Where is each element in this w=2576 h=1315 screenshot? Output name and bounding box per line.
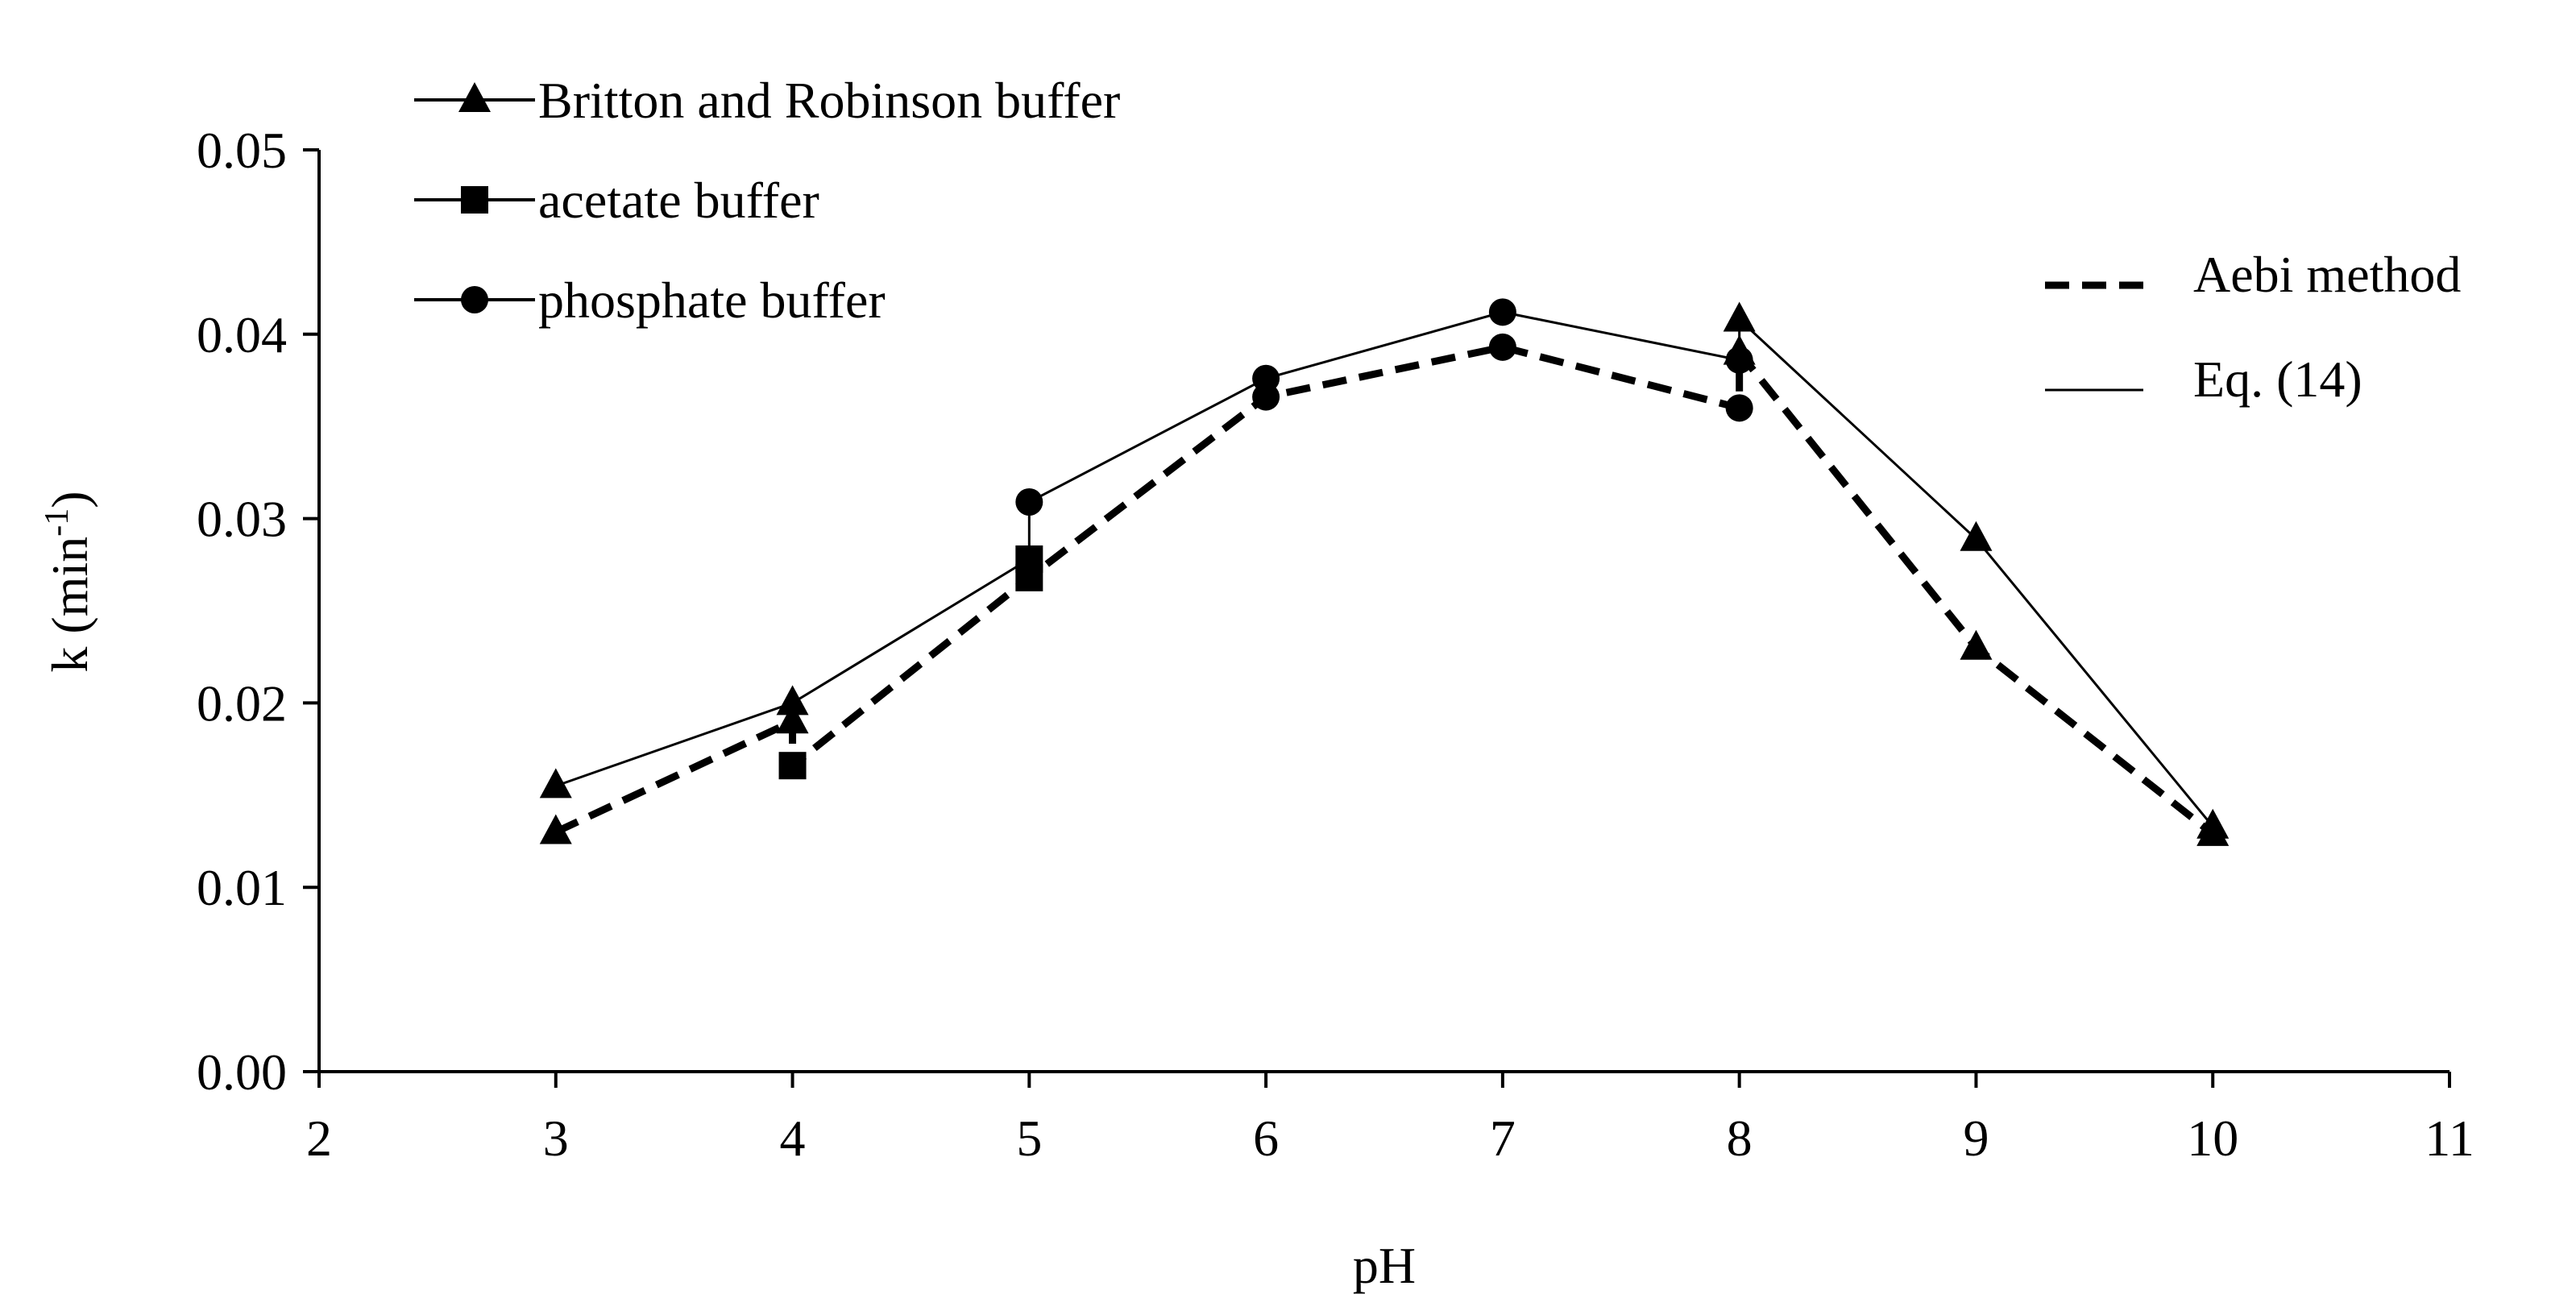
marker-legend-label: Britton and Robinson buffer — [538, 72, 1120, 129]
data-point-triangle — [776, 685, 809, 716]
data-point-triangle — [776, 703, 809, 734]
data-point-circle — [1488, 333, 1516, 361]
data-point-circle — [1725, 394, 1753, 422]
data-point-triangle — [539, 814, 572, 844]
data-point-circle — [1015, 488, 1043, 516]
y-axis-title: k (min-1) — [39, 491, 98, 672]
line-legend: Aebi method Eq. (14) — [2045, 246, 2461, 408]
y-axis-title-superscript: -1 — [39, 508, 76, 537]
x-tick-label: 6 — [1253, 1110, 1279, 1167]
chart-axes: 0.00 0.01 0.02 0.03 0.04 0.05 2 3 4 5 6 7 8 9 10 11 — [197, 122, 2474, 1167]
x-tick-label: 4 — [780, 1110, 806, 1167]
x-axis-title: pH — [1353, 1237, 1416, 1294]
y-tick-label: 0.02 — [197, 674, 287, 732]
y-tick-label: 0.01 — [197, 859, 287, 916]
line-legend-label: Eq. (14) — [2193, 351, 2362, 408]
data-point-circle — [1725, 346, 1753, 374]
chart-series-lines — [554, 310, 2216, 837]
data-point-circle — [1252, 364, 1280, 392]
data-point-triangle — [539, 768, 572, 799]
x-tick-label: 11 — [2425, 1110, 2474, 1167]
marker-legend: Britton and Robinson buffer acetate buffe… — [414, 72, 1120, 329]
data-point-square — [1015, 545, 1043, 573]
y-axis-title-main: k (min — [41, 537, 98, 673]
series-line-eq-14 — [555, 310, 2214, 828]
marker-legend-label: acetate buffer — [538, 172, 819, 229]
marker-legend-label: phosphate buffer — [538, 272, 886, 329]
y-tick-label: 0.03 — [197, 491, 287, 548]
series-line-aebi-method — [554, 342, 2216, 837]
chart-markers — [539, 298, 2230, 846]
data-point-circle — [1488, 298, 1516, 326]
x-tick-label: 3 — [543, 1110, 569, 1167]
x-tick-label: 2 — [306, 1110, 332, 1167]
data-point-triangle — [1960, 521, 1993, 551]
data-point-triangle — [2196, 808, 2230, 839]
x-tick-label: 9 — [1963, 1110, 1989, 1167]
marker-legend-circle-icon — [461, 286, 488, 313]
data-point-triangle — [1723, 301, 1756, 332]
y-tick-label: 0.04 — [197, 306, 287, 363]
data-point-square — [778, 752, 807, 780]
y-axis-title-close: ) — [41, 491, 98, 508]
data-point-triangle — [1960, 629, 1993, 660]
x-tick-label: 5 — [1016, 1110, 1042, 1167]
x-tick-label: 10 — [2187, 1110, 2238, 1167]
y-tick-label: 0.05 — [197, 122, 287, 179]
marker-legend-triangle-icon — [458, 82, 491, 112]
marker-legend-square-icon — [461, 186, 488, 214]
x-tick-label: 8 — [1727, 1110, 1753, 1167]
x-tick-label: 7 — [1490, 1110, 1516, 1167]
line-legend-label: Aebi method — [2193, 246, 2461, 303]
y-tick-label: 0.00 — [197, 1043, 287, 1101]
